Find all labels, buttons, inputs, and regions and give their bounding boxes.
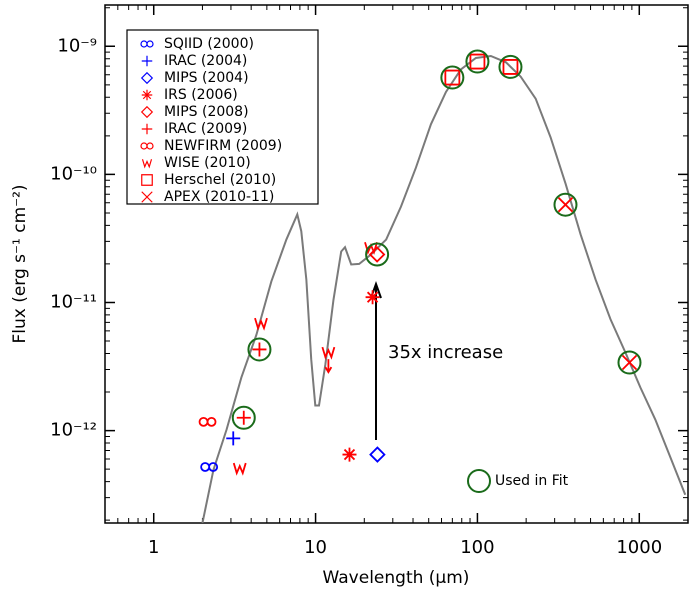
data-point: [465, 49, 490, 74]
data-point: [557, 197, 574, 213]
x-tick-label: 10: [304, 537, 327, 558]
legend-marker: [141, 123, 153, 135]
legend-marker: [140, 105, 154, 119]
data-point: [365, 242, 390, 267]
legend-label: IRAC (2009): [164, 121, 247, 137]
annotation: 35x increase: [388, 342, 503, 363]
legend-label: Used in Fit: [495, 473, 569, 489]
data-point: [321, 346, 336, 374]
data-point: [365, 290, 380, 305]
data-point: [231, 405, 256, 430]
data-point: [502, 59, 519, 75]
x-axis-title: Wavelength (μm): [323, 568, 470, 588]
legend-marker: [467, 469, 492, 493]
x-tick-label: 100: [460, 537, 494, 558]
increase-arrow: [370, 281, 382, 440]
legend-label: WISE (2010): [164, 155, 251, 171]
legend-label: MIPS (2004): [164, 70, 249, 86]
legend-label: APEX (2010-11): [164, 189, 274, 205]
x-tick-label: 1000: [616, 537, 662, 558]
data-point: [342, 447, 357, 462]
legend-label: Herschel (2010): [164, 172, 276, 188]
data-point: [369, 446, 386, 463]
legend-label: IRAC (2004): [164, 53, 247, 69]
model-curve: [201, 54, 687, 523]
legend-marker: [140, 71, 154, 85]
data-point: [617, 350, 642, 375]
data-point: [247, 337, 272, 362]
y-tick-label: 10⁻⁹: [57, 35, 97, 56]
data-point: [553, 192, 578, 217]
data-point: [232, 462, 247, 476]
legend-box: [126, 29, 319, 205]
legend-marker: [141, 55, 153, 67]
data-point: [498, 55, 523, 79]
y-axis-title: Flux (erg s⁻¹ cm⁻²): [10, 184, 30, 343]
data-point: [368, 246, 386, 263]
legend-label: SQIID (2000): [164, 36, 254, 52]
y-tick-label: 10⁻¹²: [50, 420, 97, 441]
x-tick-label: 1: [148, 537, 159, 558]
data-point: [236, 410, 251, 425]
legend-marker: [140, 40, 154, 48]
y-tick-label: 10⁻¹⁰: [50, 163, 97, 184]
y-tick-label: 10⁻¹¹: [50, 291, 97, 312]
data-point: [226, 431, 241, 446]
data-point: [469, 53, 486, 70]
data-point: [252, 342, 267, 357]
data-point: [198, 416, 217, 427]
data-point: [254, 317, 268, 331]
legend-marker: [141, 191, 153, 203]
data-point: [200, 462, 219, 472]
data-point: [621, 354, 638, 371]
plot-area: [201, 54, 687, 523]
legend-label: NEWFIRM (2009): [164, 138, 282, 154]
data-point: [444, 69, 461, 86]
data-point: [440, 65, 465, 90]
legend-marker: [141, 159, 153, 169]
legend-label: MIPS (2008): [164, 104, 249, 120]
legend-marker: [140, 142, 154, 150]
legend-marker: [141, 174, 153, 186]
legend-label: IRS (2006): [164, 87, 238, 103]
legend-marker: [141, 89, 153, 101]
